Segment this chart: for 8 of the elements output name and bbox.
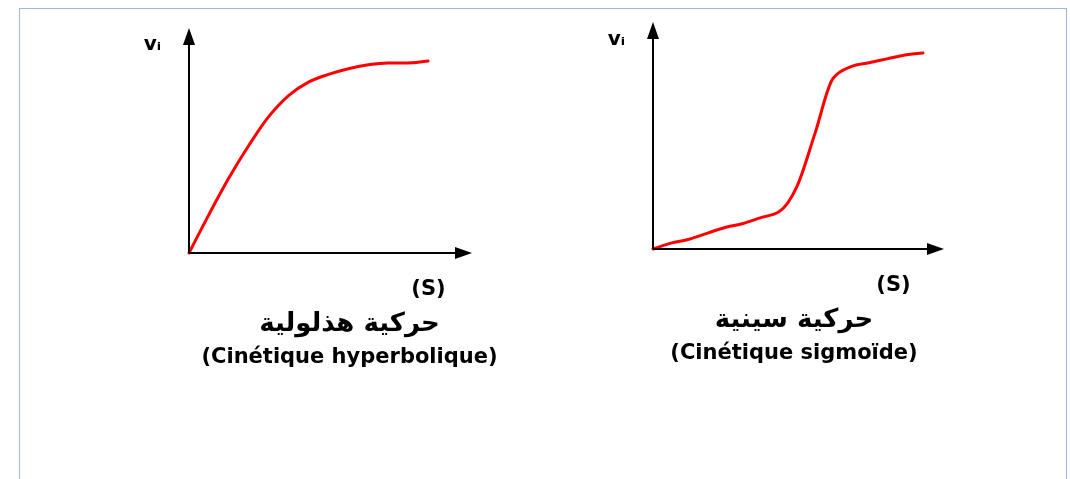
text: حركية هذلولية <box>259 307 440 338</box>
x-axis-title: (S) <box>411 275 446 300</box>
text: حركية سينية <box>714 303 874 334</box>
text: (Cinétique sigmoïde) <box>670 340 918 364</box>
text: (Cinétique hyperbolique) <box>201 344 498 368</box>
y-axis-title: vᵢ <box>143 30 162 55</box>
x-axis-title: (S) <box>876 271 911 296</box>
y-axis-title: vᵢ <box>607 25 626 50</box>
